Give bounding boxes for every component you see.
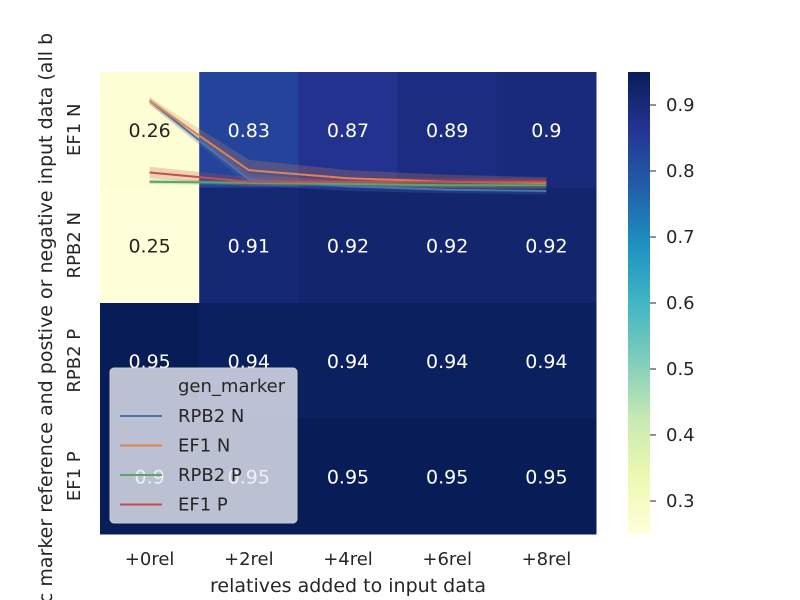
heatmap-cell: [199, 72, 299, 188]
legend-box: [109, 367, 298, 524]
colorbar-tick-label: 0.7: [666, 227, 695, 248]
heatmap-cell: [199, 187, 299, 304]
colorbar-tick-label: 0.4: [666, 425, 695, 446]
cell-label: 0.92: [525, 235, 567, 257]
cell-label: 0.91: [228, 235, 270, 257]
cell-label: 0.25: [128, 235, 170, 257]
x-tick-label: +4rel: [323, 549, 373, 570]
heatmap-cell: [298, 72, 399, 188]
cell-label: 0.94: [525, 351, 567, 373]
cell-label: 0.95: [128, 351, 170, 373]
colorbar-tick-label: 0.6: [666, 293, 695, 314]
heatmap-cell: [100, 187, 200, 304]
series-line: [149, 180, 547, 187]
legend-label: EF1 P: [178, 495, 228, 516]
x-axis-label: relatives added to input data: [210, 575, 486, 597]
legend-label: RPB2 N: [178, 406, 244, 427]
colorbar: [628, 72, 650, 534]
cell-label: 0.95: [327, 466, 369, 488]
legend-title: gen_marker: [178, 376, 286, 397]
x-tick-label: +8rel: [522, 549, 572, 570]
colorbar-tick-label: 0.9: [666, 95, 695, 116]
cell-label: 0.94: [327, 351, 369, 373]
y-tick-label: RPB2 N: [64, 212, 85, 278]
cell-label: 0.83: [228, 120, 270, 142]
cell-label: 0.92: [426, 235, 468, 257]
y-tick-label: RPB2 P: [64, 329, 85, 393]
heatmap-cell: [496, 303, 597, 419]
cell-label: 0.94: [228, 351, 270, 373]
heatmap-cell: [496, 72, 597, 188]
cell-label: 0.95: [525, 466, 567, 488]
heatmap-cell: [496, 418, 597, 535]
colorbar-tick-label: 0.3: [666, 491, 695, 512]
cell-label: 0.95: [426, 466, 468, 488]
cell-label: 0.26: [128, 120, 170, 142]
y-tick-label: EF1 P: [64, 451, 85, 501]
cell-label: 0.89: [426, 120, 468, 142]
x-tick-label: +6rel: [422, 549, 472, 570]
cell-label: 0.94: [426, 351, 468, 373]
heatmap-cell: [100, 72, 200, 188]
heatmap-cell: [397, 418, 498, 535]
series-line: [148, 100, 547, 192]
heatmap-cell: [397, 72, 498, 188]
heatmap-cell: [397, 303, 498, 419]
colorbar-tick-label: 0.8: [666, 161, 695, 182]
x-tick-label: +2rel: [224, 549, 274, 570]
x-tick-label: +0rel: [125, 549, 175, 570]
heatmap-cell: [298, 418, 399, 535]
heatmap-cell: [496, 187, 597, 304]
heatmap-cell: [298, 303, 399, 419]
cell-label: 0.87: [327, 120, 369, 142]
y-axis-label: c marker reference and postive or negati…: [35, 33, 57, 600]
series-line: [149, 171, 547, 183]
cell-label: 0.9: [531, 120, 561, 142]
legend-label: RPB2 P: [178, 465, 242, 486]
cell-label: 0.92: [327, 235, 369, 257]
series-band: [149, 97, 547, 189]
heatmap-cell: [397, 187, 498, 304]
heatmap-cell: [298, 187, 399, 304]
colorbar-tick-label: 0.5: [666, 359, 695, 380]
y-tick-label: EF1 N: [64, 104, 85, 156]
legend-label: EF1 N: [178, 436, 230, 457]
